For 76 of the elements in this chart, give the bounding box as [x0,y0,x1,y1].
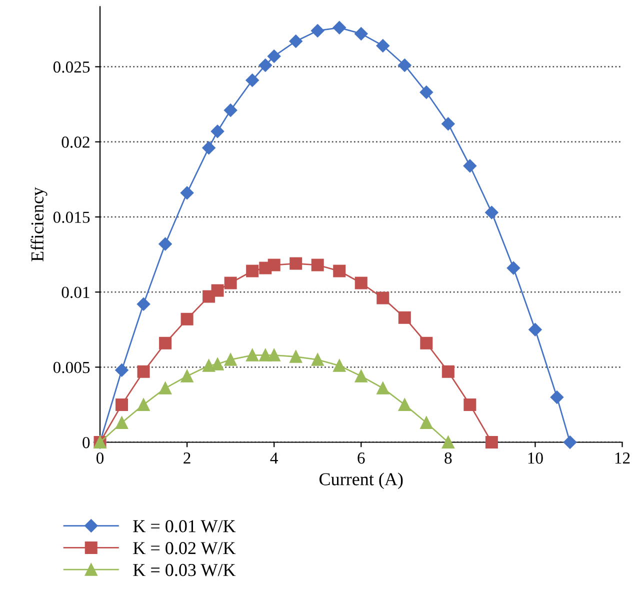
point [354,27,368,40]
point [485,206,498,220]
y-tick-label: 0 [82,436,90,448]
y-tick-label: 0.02 [62,136,90,148]
point [210,124,224,138]
point [354,370,368,382]
y-axis-title: Efficiency [30,187,48,262]
x-tick-label: 0 [96,452,104,464]
x-tick-label: 10 [528,452,543,464]
point [137,398,150,411]
point [180,312,194,326]
legend-label: K = 0.01 W/K [133,520,236,532]
point [224,276,237,290]
point [528,323,542,336]
point [289,34,302,48]
point [420,336,433,350]
point [211,358,224,370]
point [116,398,128,411]
legend-label: K = 0.02 W/K [133,542,236,554]
point [398,58,412,72]
point [333,359,346,372]
x-tick-label: 12 [615,452,630,464]
point [224,104,238,117]
point [563,436,577,449]
point [115,364,128,377]
point [158,237,172,251]
x-tick-label: 6 [358,452,365,464]
point [202,141,216,154]
point [354,276,368,290]
point [464,398,476,411]
point [398,311,411,324]
point [376,292,390,304]
point [211,284,224,297]
point [550,390,564,404]
point [116,416,128,429]
x-axis-title: Current (A) [320,472,403,490]
point [246,264,259,278]
point [398,398,411,411]
point [290,257,302,270]
point [136,297,150,311]
point [442,436,454,449]
point [246,348,259,362]
point [159,382,172,394]
point [420,416,433,429]
point [268,50,281,63]
point [376,382,390,394]
point [290,350,302,363]
point [442,117,455,130]
point [268,258,280,272]
y-tick-label: 0.005 [53,362,90,374]
point [246,74,259,87]
point [224,353,237,366]
legend-label: K = 0.03 W/K [133,564,236,576]
point [311,24,324,38]
point [333,264,346,278]
x-tick-label: 8 [444,452,452,464]
y-tick-label: 0.025 [53,61,90,73]
y-tick-label: 0.01 [62,286,90,298]
point [180,186,194,200]
point [159,336,172,350]
point [376,39,390,52]
point [442,365,454,378]
point [137,365,150,378]
point [506,261,520,275]
point [463,159,477,172]
point [485,436,498,449]
point [332,21,346,34]
point [311,353,324,366]
y-tick-label: 0.015 [53,212,90,223]
point [180,370,194,382]
x-tick-label: 2 [184,452,190,464]
point [420,86,433,99]
point [268,348,280,362]
point [258,58,272,72]
x-tick-label: 4 [270,452,278,464]
point [311,258,324,272]
